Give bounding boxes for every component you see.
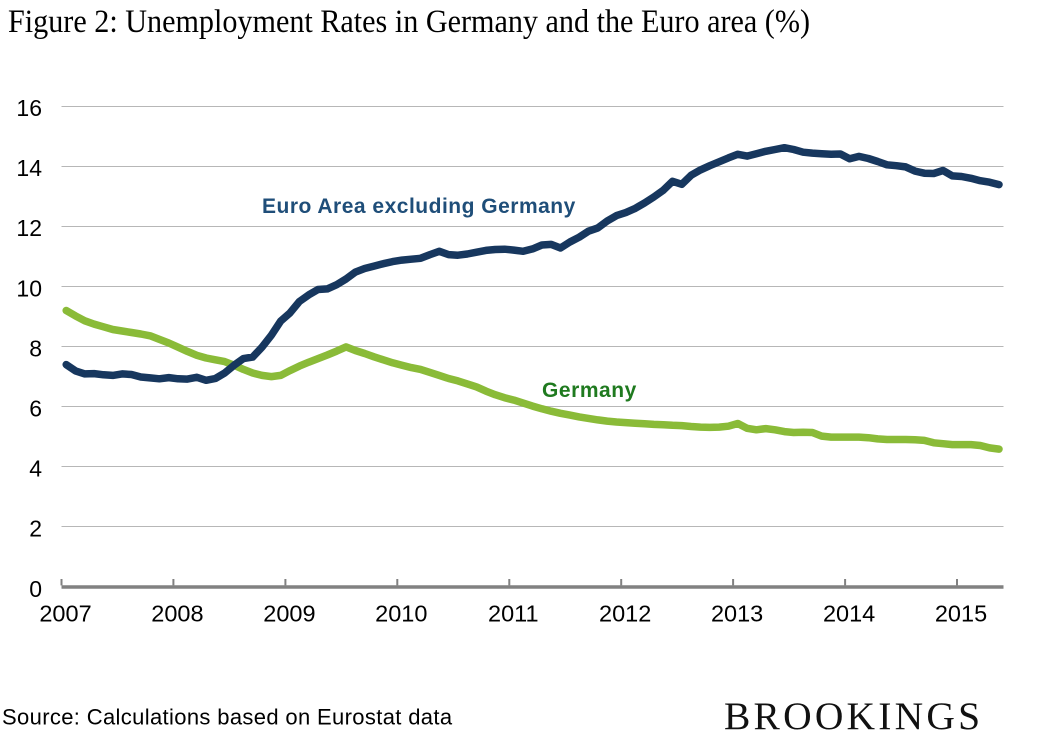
svg-text:2: 2 bbox=[29, 516, 42, 542]
svg-text:Germany: Germany bbox=[542, 379, 637, 402]
svg-text:12: 12 bbox=[16, 215, 42, 241]
svg-text:2010: 2010 bbox=[375, 601, 427, 627]
svg-text:16: 16 bbox=[16, 95, 42, 121]
svg-text:Figure 2: Unemployment Rates i: Figure 2: Unemployment Rates in Germany … bbox=[8, 4, 810, 40]
svg-text:Euro Area excluding Germany: Euro Area excluding Germany bbox=[262, 195, 576, 218]
svg-text:14: 14 bbox=[16, 155, 42, 181]
svg-text:Source: Calculations based on: Source: Calculations based on Eurostat d… bbox=[2, 705, 453, 730]
svg-text:4: 4 bbox=[29, 456, 42, 482]
svg-text:2013: 2013 bbox=[711, 601, 763, 627]
svg-text:2014: 2014 bbox=[823, 601, 875, 627]
svg-text:2015: 2015 bbox=[935, 601, 987, 627]
svg-text:BROOKINGS: BROOKINGS bbox=[724, 694, 983, 738]
svg-text:2008: 2008 bbox=[151, 601, 203, 627]
svg-text:6: 6 bbox=[29, 396, 42, 422]
svg-text:2012: 2012 bbox=[599, 601, 651, 627]
svg-text:0: 0 bbox=[29, 576, 42, 602]
svg-text:2011: 2011 bbox=[488, 601, 539, 627]
svg-text:2007: 2007 bbox=[39, 601, 91, 627]
svg-text:10: 10 bbox=[16, 275, 42, 301]
svg-text:2009: 2009 bbox=[263, 601, 315, 627]
svg-text:8: 8 bbox=[29, 335, 42, 361]
